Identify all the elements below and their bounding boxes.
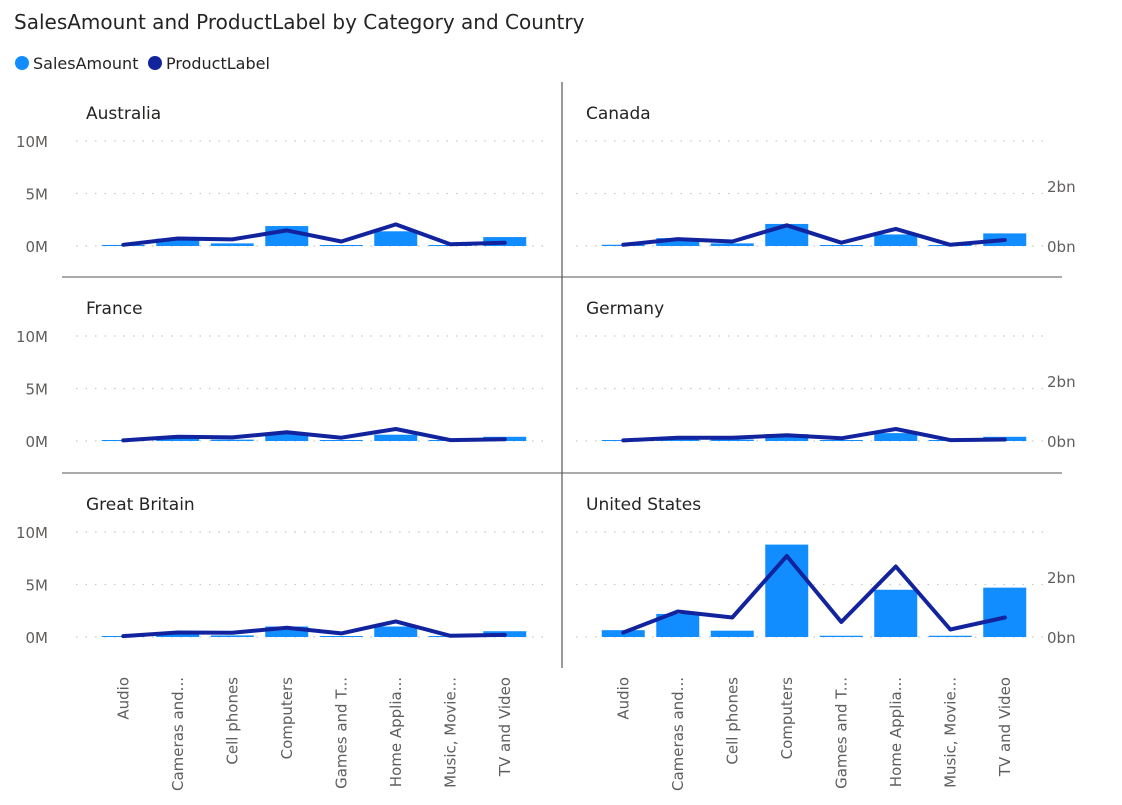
bar-salesamount-cell-phones xyxy=(710,243,754,246)
panel-title-united-states: United States xyxy=(586,495,701,515)
bar-salesamount-cell-phones xyxy=(710,439,754,441)
x-tick-label-cell-phones: Cell phones xyxy=(723,677,741,765)
x-tick-label-music-movie: Music, Movie... xyxy=(441,677,459,788)
panel-germany: Germany 2bn 0bn xyxy=(576,299,1076,451)
x-tick-label-computers: Computers xyxy=(778,677,796,760)
bar-salesamount-cameras-and xyxy=(156,238,200,246)
y-tick-label: 5M xyxy=(26,186,49,204)
bar-salesamount-computers xyxy=(765,434,809,441)
panel-title-canada: Canada xyxy=(586,104,651,124)
chart-title: SalesAmount and ProductLabel by Category… xyxy=(14,10,585,34)
bar-salesamount-tv-and-video xyxy=(983,587,1027,637)
bar-salesamount-computers xyxy=(265,433,309,441)
legend-item-productlabel[interactable]: ProductLabel xyxy=(148,54,270,73)
panel-title-australia: Australia xyxy=(86,104,161,124)
x-tick-label-audio: Audio xyxy=(114,677,132,720)
x-tick-label-games-and-t: Games and T... xyxy=(332,677,350,789)
panel-united-states: United States 2bn 0bn xyxy=(576,495,1076,647)
panel-france: France 10M 5M 0M xyxy=(16,299,544,451)
bar-salesamount-music-movie xyxy=(928,635,972,637)
y2-tick-label: 2bn xyxy=(1047,178,1076,196)
bar-salesamount-cell-phones xyxy=(710,630,754,637)
bar-salesamount-cameras-and xyxy=(156,632,200,637)
line-productlabel xyxy=(121,222,507,247)
line-productlabel xyxy=(121,427,507,443)
legend-item-salesamount[interactable]: SalesAmount xyxy=(15,54,138,73)
bar-salesamount-home-applia xyxy=(874,433,918,441)
line-productlabel xyxy=(621,554,1007,635)
y2-tick-label: 0bn xyxy=(1047,238,1076,256)
y-tick-label: 10M xyxy=(16,524,48,542)
y-tick-label: 0M xyxy=(26,238,49,256)
line-productlabel xyxy=(621,223,1007,247)
x-tick-label-music-movie: Music, Movie... xyxy=(941,677,959,788)
bar-salesamount-cameras-and xyxy=(156,438,200,441)
legend-marker-salesamount xyxy=(15,56,29,70)
legend-label-productlabel: ProductLabel xyxy=(166,54,270,73)
x-tick-label-home-applia: Home Applia... xyxy=(387,677,405,787)
panel-australia: Australia 10M 5M 0M xyxy=(16,104,544,256)
panel-title-germany: Germany xyxy=(586,299,664,319)
legend-label-salesamount: SalesAmount xyxy=(33,54,138,73)
line-productlabel xyxy=(121,619,507,639)
x-axis-labels: Audio Cameras and... Cell phones Computers G… xyxy=(114,677,1014,791)
y-tick-label: 0M xyxy=(26,433,49,451)
panel-canada: Canada 2bn 0bn xyxy=(576,104,1076,256)
bar-salesamount-cell-phones xyxy=(210,635,254,637)
bar-salesamount-home-applia xyxy=(874,589,918,637)
x-tick-label-cell-phones: Cell phones xyxy=(223,677,241,765)
bar-salesamount-computers xyxy=(765,544,809,637)
x-tick-label-audio: Audio xyxy=(614,677,632,720)
y2-tick-label: 0bn xyxy=(1047,433,1076,451)
panel-dividers xyxy=(62,82,1062,668)
y-tick-label: 10M xyxy=(16,133,48,151)
line-productlabel xyxy=(621,427,1007,443)
x-tick-label-cameras-and: Cameras and... xyxy=(669,677,687,791)
x-tick-label-games-and-t: Games and T... xyxy=(832,677,850,789)
y2-tick-label: 2bn xyxy=(1047,373,1076,391)
bar-salesamount-games-and-t xyxy=(319,245,363,246)
y-tick-label: 5M xyxy=(26,381,49,399)
panel-title-france: France xyxy=(86,299,143,319)
x-tick-label-tv-and-video: TV and Video xyxy=(996,677,1014,777)
bar-salesamount-cameras-and xyxy=(656,613,700,637)
small-multiples: Australia 10M 5M 0M Canada 2bn 0bn France 10M 5M 0… xyxy=(16,104,1076,647)
y2-tick-label: 0bn xyxy=(1047,629,1076,647)
bar-salesamount-home-applia xyxy=(374,434,418,441)
y-tick-label: 10M xyxy=(16,328,48,346)
bar-salesamount-games-and-t xyxy=(319,440,363,441)
y-tick-label: 5M xyxy=(26,577,49,595)
x-tick-label-cameras-and: Cameras and... xyxy=(169,677,187,791)
legend: SalesAmount ProductLabel xyxy=(15,54,270,73)
bar-salesamount-games-and-t xyxy=(819,440,863,441)
bar-salesamount-cell-phones xyxy=(210,439,254,441)
bar-salesamount-games-and-t xyxy=(819,245,863,246)
x-tick-label-computers: Computers xyxy=(278,677,296,760)
bar-salesamount-home-applia xyxy=(874,234,918,246)
bar-salesamount-games-and-t xyxy=(319,636,363,637)
bar-salesamount-home-applia xyxy=(374,626,418,637)
bar-salesamount-cameras-and xyxy=(656,238,700,246)
bar-salesamount-home-applia xyxy=(374,231,418,246)
legend-marker-productlabel xyxy=(148,56,162,70)
x-tick-label-home-applia: Home Applia... xyxy=(887,677,905,787)
x-tick-label-tv-and-video: TV and Video xyxy=(496,677,514,777)
bar-salesamount-cell-phones xyxy=(210,243,254,246)
bar-salesamount-computers xyxy=(265,626,309,637)
y-tick-label: 0M xyxy=(26,629,49,647)
panel-great-britain: Great Britain 10M 5M 0M xyxy=(16,495,544,647)
y2-tick-label: 2bn xyxy=(1047,569,1076,587)
bar-salesamount-games-and-t xyxy=(819,635,863,637)
panel-title-great-britain: Great Britain xyxy=(86,495,195,515)
